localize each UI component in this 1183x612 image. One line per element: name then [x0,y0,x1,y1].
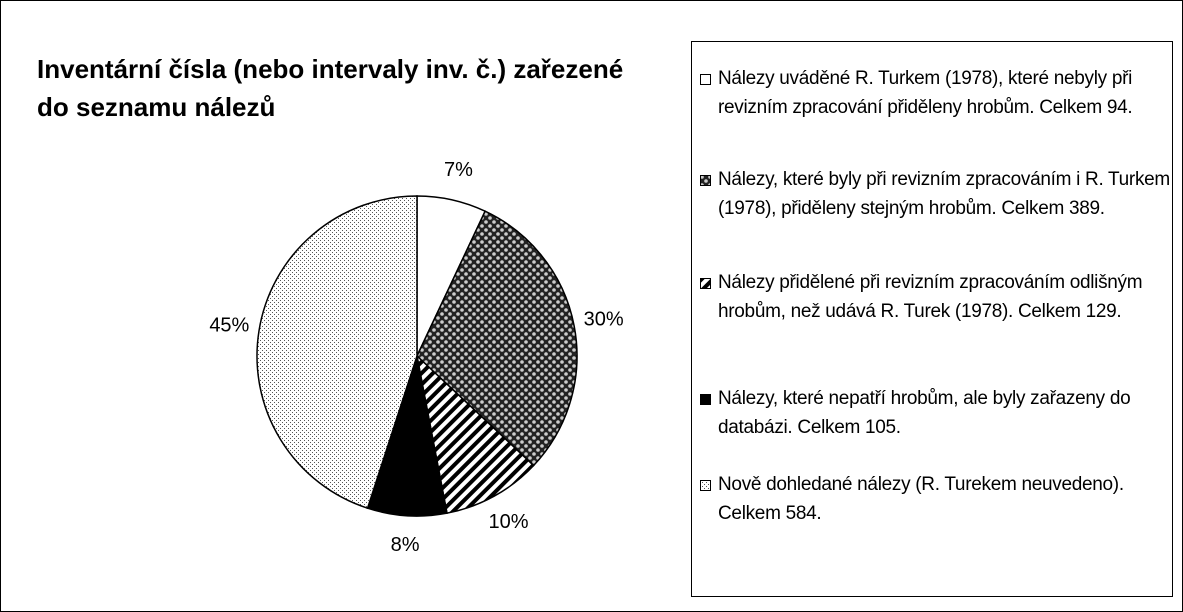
data-label: 10% [489,511,529,533]
legend-swatch [700,278,711,289]
legend-swatch [700,480,711,491]
legend: Nálezy uváděné R. Turkem (1978), které n… [691,41,1173,597]
legend-item: Nálezy, které nepatří hrobům, ale byly z… [700,384,1183,442]
legend-item: Nálezy přidělené při revizním zpracování… [700,268,1183,326]
data-label: 7% [444,159,473,181]
pie-slice [416,210,578,467]
pie-slice [415,353,535,515]
legend-label: Nálezy uváděné R. Turkem (1978), které n… [718,68,1133,118]
data-label: 30% [584,309,624,331]
legend-item: Nálezy, které byly při revizním zpracová… [700,165,1183,223]
data-label: 8% [391,534,420,556]
legend-item: Nálezy uváděné R. Turkem (1978), které n… [700,64,1183,122]
legend-item: Nově dohledané nálezy (R. Turekem neuved… [700,470,1183,528]
legend-label: Nálezy, které byly při revizním zpracová… [718,169,1170,219]
pie-slice [256,195,418,510]
legend-label: Nově dohledané nálezy (R. Turekem neuved… [718,474,1124,524]
legend-swatch [700,74,711,85]
legend-label: Nálezy, které nepatří hrobům, ale byly z… [718,388,1131,438]
legend-swatch [700,175,711,186]
legend-label: Nálezy přidělené při revizním zpracování… [718,272,1143,322]
legend-swatch [700,394,711,405]
data-label: 45% [209,315,249,337]
chart-title: Inventární čísla (nebo intervaly inv. č.… [37,54,624,122]
